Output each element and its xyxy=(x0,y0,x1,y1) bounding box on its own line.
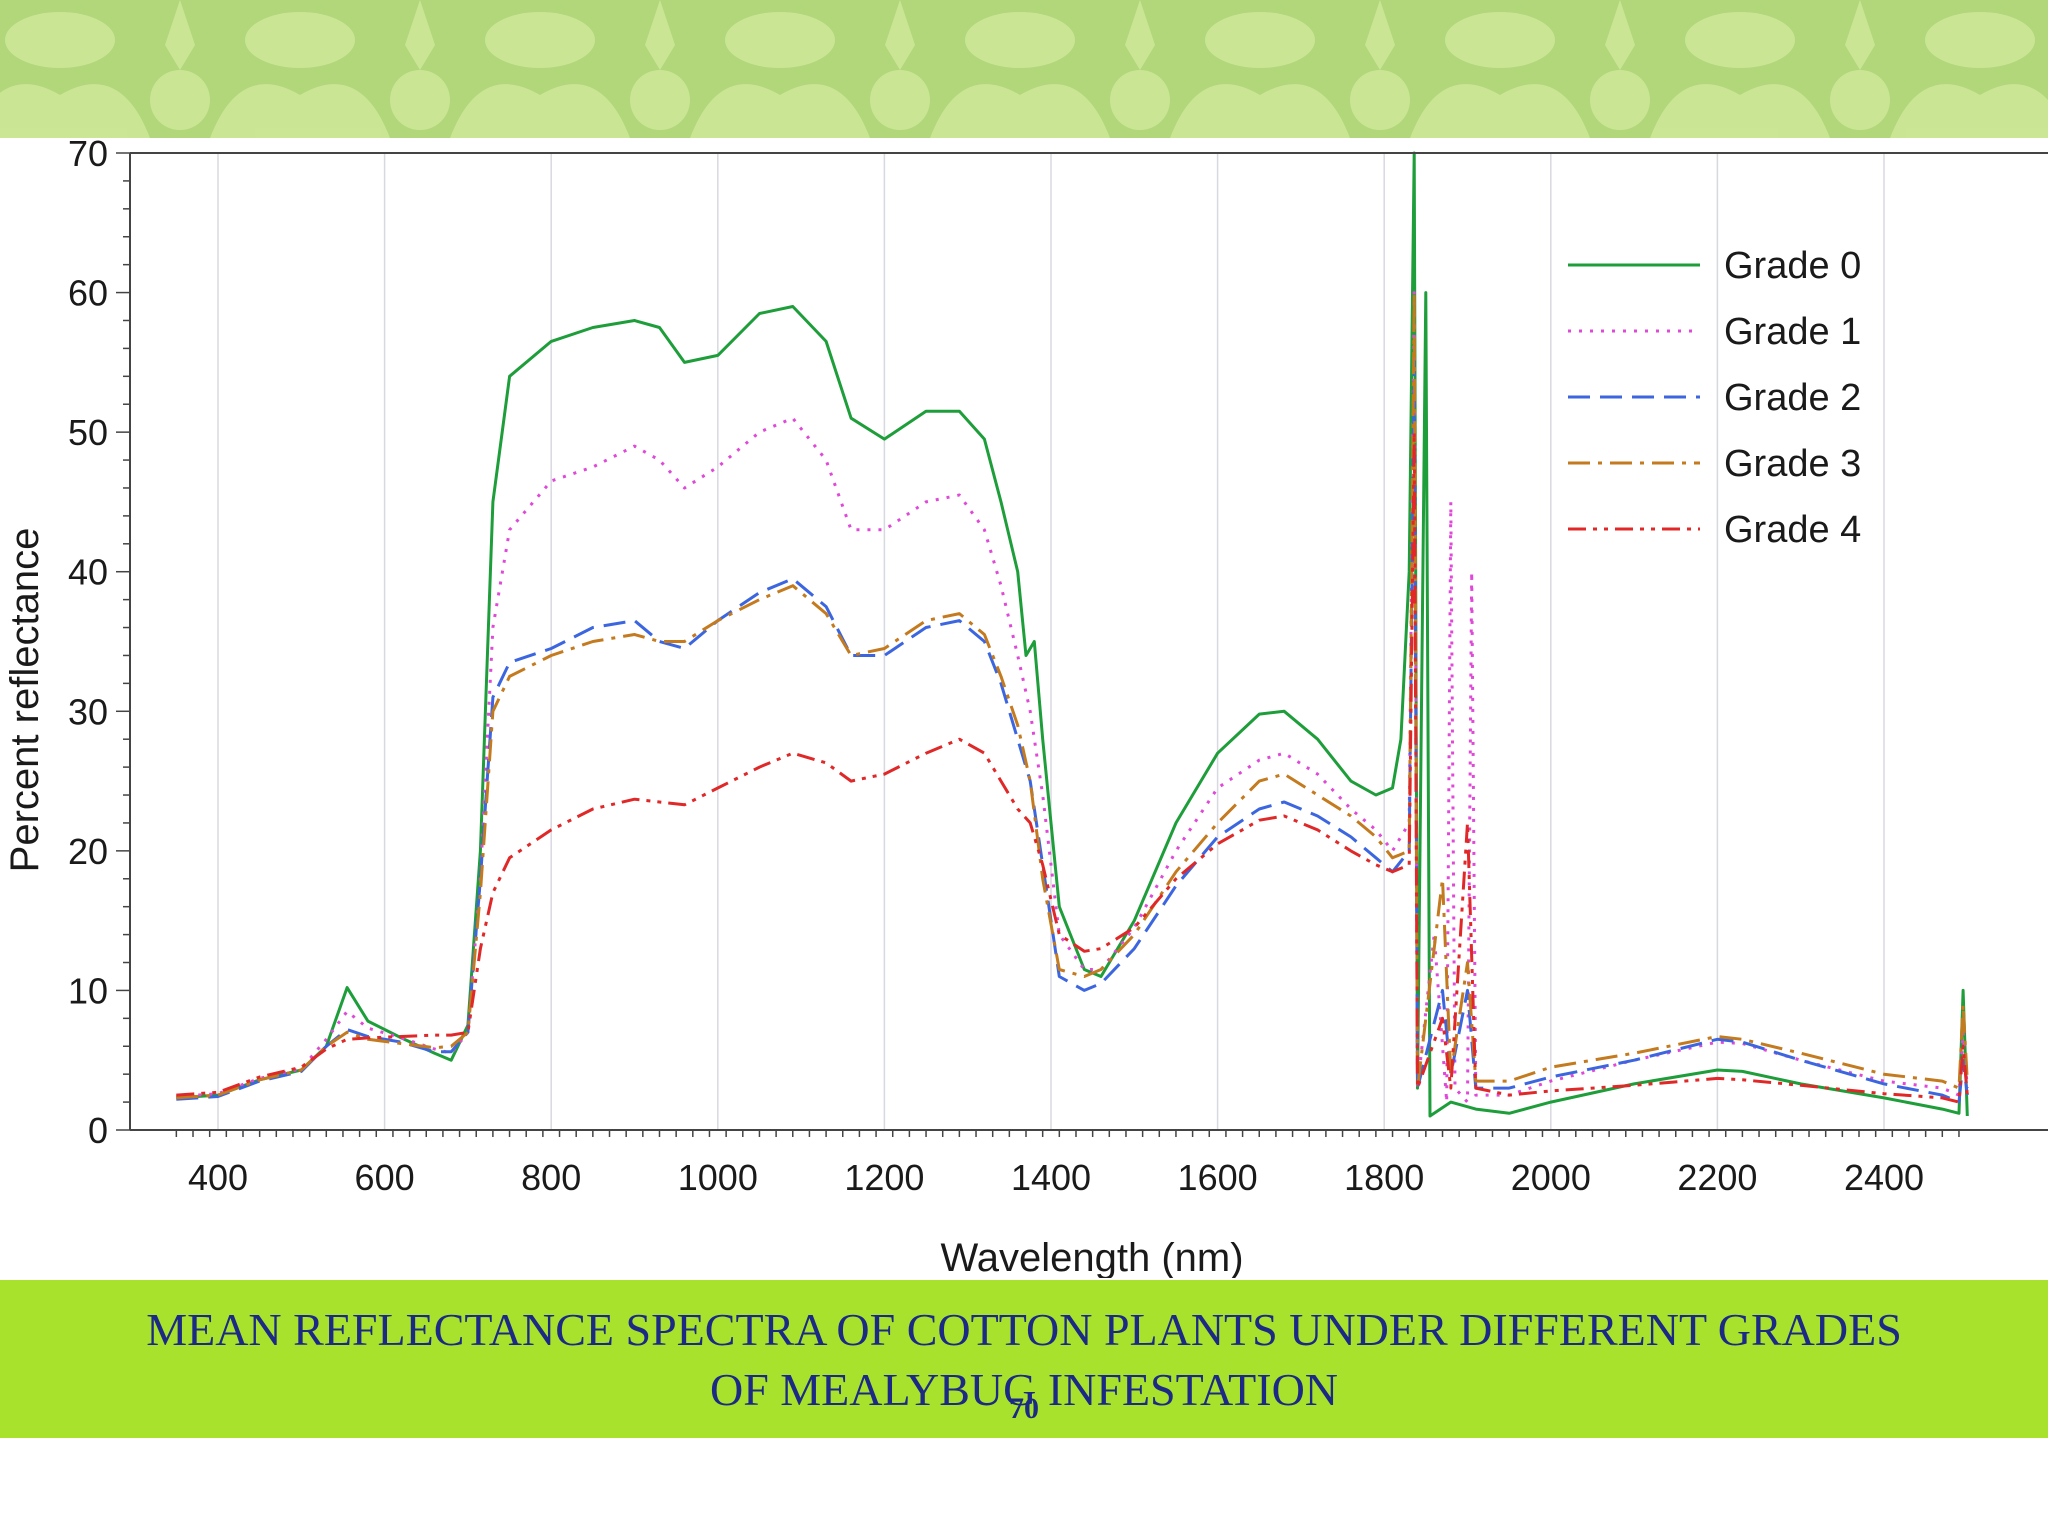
plot-background xyxy=(130,153,2048,1130)
x-tick-label: 600 xyxy=(355,1157,415,1198)
x-tick-label: 2200 xyxy=(1677,1157,1757,1198)
chart-svg: 400 600 800 1000 1200 1400 1600 1800 2000 2200 240… xyxy=(3,133,2048,1280)
x-tick-label: 1400 xyxy=(1011,1157,1091,1198)
caption-line-2: OF MEALYBUG INFESTATION xyxy=(709,1364,1339,1415)
y-tick-label: 50 xyxy=(68,412,108,453)
y-tick-label: 30 xyxy=(68,691,108,732)
legend-label-3: Grade 3 xyxy=(1724,443,1861,485)
legend-label-1: Grade 1 xyxy=(1724,311,1861,353)
x-tick-label: 1800 xyxy=(1344,1157,1424,1198)
grid-lines xyxy=(217,153,1885,1130)
y-tick-label: 0 xyxy=(88,1110,108,1151)
x-tick-label: 1600 xyxy=(1178,1157,1258,1198)
caption-line-1: MEAN REFLECTANCE SPECTRA OF COTTON PLANT… xyxy=(146,1304,1902,1355)
chart-caption: MEAN REFLECTANCE SPECTRA OF COTTON PLANT… xyxy=(0,1300,2048,1420)
x-tick-label: 1000 xyxy=(678,1157,758,1198)
series-line-grade-4 xyxy=(176,430,1969,1104)
x-tick-label: 2400 xyxy=(1844,1157,1924,1198)
caption-bar xyxy=(0,1280,2048,1438)
legend-label-0: Grade 0 xyxy=(1724,245,1861,287)
series-layer xyxy=(176,151,1969,1118)
x-tick-label: 400 xyxy=(188,1157,248,1198)
legend: Grade 0 Grade 1 Grade 2 Grade 3 Grade 4 xyxy=(1568,245,1861,551)
y-tick-label: 60 xyxy=(68,273,108,314)
x-axis-label: Wavelength (nm) xyxy=(940,1236,1243,1278)
legend-label-4: Grade 4 xyxy=(1724,509,1861,551)
y-tick-label: 10 xyxy=(68,970,108,1011)
damask-pattern xyxy=(0,0,2048,138)
y-tick-label: 20 xyxy=(68,831,108,872)
series-line-grade-2 xyxy=(176,360,1969,1104)
page-number: 70 xyxy=(1009,1392,1039,1425)
y-tick-label: 40 xyxy=(68,552,108,593)
x-tick-label: 1200 xyxy=(844,1157,924,1198)
x-tick-label: 2000 xyxy=(1511,1157,1591,1198)
legend-label-2: Grade 2 xyxy=(1724,377,1861,419)
y-tick-label: 70 xyxy=(68,138,108,174)
decorative-banner xyxy=(0,0,2048,138)
axes xyxy=(116,152,2048,1137)
tick-labels: 400 600 800 1000 1200 1400 1600 1800 2000 2200 240… xyxy=(68,133,1924,1198)
series-line-grade-1 xyxy=(176,291,1969,1104)
y-axis-label: Percent reflectance xyxy=(3,528,47,873)
reflectance-chart: 400 600 800 1000 1200 1400 1600 1800 2000 2200 240… xyxy=(0,133,2048,1280)
x-tick-label: 800 xyxy=(521,1157,581,1198)
series-line-grade-3 xyxy=(176,291,1969,1100)
